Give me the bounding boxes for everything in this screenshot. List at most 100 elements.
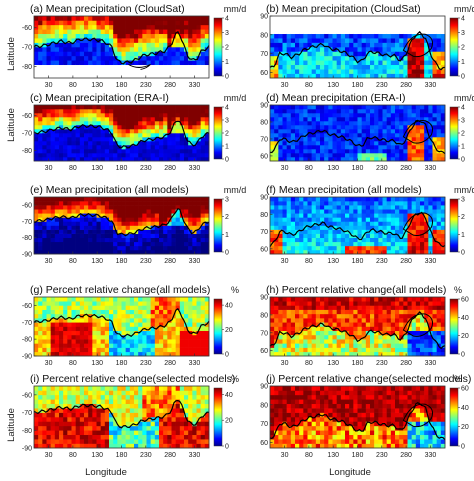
x-tick-label: 180 <box>116 165 128 172</box>
y-tick-label: -80 <box>22 148 32 155</box>
x-tick-label: 130 <box>327 165 339 172</box>
y-tick-label: 60 <box>260 348 268 355</box>
panel-title: (g) Percent relative change(all models) <box>30 284 210 296</box>
colorbar-tick-label: 1 <box>225 144 229 151</box>
panel: (a) Mean precipitation (CloudSat)30 80 130… <box>22 3 246 89</box>
y-tick-label: -60 <box>22 303 32 310</box>
x-tick-label: 130 <box>327 258 339 265</box>
colorbar-tick-label: 1 <box>225 59 229 66</box>
y-tick-label: 70 <box>260 229 268 236</box>
colorbar-tick-label: 2 <box>461 131 465 138</box>
x-tick-label: 330 <box>425 258 437 265</box>
colorbar <box>213 198 223 253</box>
colorbar-tick-label: 0 <box>461 352 465 359</box>
colorbar-tick-label: 2 <box>461 45 465 52</box>
x-tick-label: 180 <box>352 82 364 89</box>
panel: (j) Percent relative change(selected mod… <box>260 373 471 459</box>
colorbar-tick-label: 0 <box>461 74 465 81</box>
colorbar-unit: % <box>231 285 239 295</box>
x-tick-label: 330 <box>189 82 201 89</box>
x-tick-label: 130 <box>327 82 339 89</box>
colorbar-tick-label: 0 <box>461 157 465 164</box>
panel: (h) Percent relative change(all models) 3… <box>260 284 469 367</box>
heatmap-cells <box>34 197 210 255</box>
colorbar <box>213 17 223 77</box>
panel-title: (i) Percent relative change(selected mod… <box>30 373 235 385</box>
heatmap-cells <box>270 197 446 255</box>
x-tick-label: 30 <box>281 452 289 459</box>
x-tick-label: 30 <box>45 82 53 89</box>
panel: (f) Mean precipitation (all models)30 80 1… <box>260 184 474 265</box>
y-tick-label: 80 <box>260 212 268 219</box>
x-tick-label: 230 <box>376 165 388 172</box>
colorbar-tick-label: 0 <box>225 157 229 164</box>
colorbar-tick-label: 4 <box>225 16 229 23</box>
x-tick-label: 230 <box>376 82 388 89</box>
colorbar-tick-label: 0 <box>225 74 229 81</box>
y-axis-label: Latitude <box>6 37 17 71</box>
coastline <box>33 207 210 237</box>
x-tick-label: 230 <box>376 360 388 367</box>
x-tick-label: 330 <box>189 452 201 459</box>
y-tick-label: 90 <box>260 295 268 302</box>
coastline <box>33 30 210 65</box>
colorbar-tick-label: 2 <box>225 131 229 138</box>
colorbar-tick-label: 20 <box>461 333 469 340</box>
x-tick-label: 180 <box>116 452 128 459</box>
x-tick-label: 130 <box>91 452 103 459</box>
x-tick-label: 30 <box>281 165 289 172</box>
colorbar-tick-label: 40 <box>461 405 469 412</box>
y-tick-label: -70 <box>22 219 32 226</box>
x-tick-label: 230 <box>376 452 388 459</box>
heatmap-cells <box>34 105 210 162</box>
colorbar-tick-label: 40 <box>461 315 469 322</box>
colorbar-tick-label: 1 <box>461 144 465 151</box>
colorbar-unit: mm/d <box>454 185 474 195</box>
x-tick-label: 280 <box>400 165 412 172</box>
y-tick-label: -60 <box>22 203 32 210</box>
x-axis-label: Longitude <box>85 467 127 478</box>
y-tick-label: 60 <box>260 153 268 160</box>
heatmap-cells <box>34 386 210 449</box>
x-tick-label: 230 <box>140 452 152 459</box>
x-tick-label: 280 <box>400 360 412 367</box>
x-tick-label: 330 <box>425 82 437 89</box>
heatmap-cells <box>270 16 446 79</box>
panel-title: (a) Mean precipitation (CloudSat) <box>30 3 185 15</box>
x-tick-label: 80 <box>305 360 313 367</box>
y-tick-label: 60 <box>260 440 268 447</box>
x-tick-label: 230 <box>140 360 152 367</box>
x-tick-label: 180 <box>352 360 364 367</box>
colorbar-tick-label: 60 <box>461 297 469 304</box>
y-tick-label: -80 <box>22 235 32 242</box>
x-tick-label: 80 <box>305 82 313 89</box>
x-tick-label: 330 <box>425 360 437 367</box>
coastline <box>269 211 446 248</box>
x-tick-label: 280 <box>164 360 176 367</box>
x-tick-label: 330 <box>425 452 437 459</box>
colorbar-tick-label: 0 <box>225 444 229 451</box>
coastline <box>269 401 446 441</box>
y-tick-label: 80 <box>260 312 268 319</box>
coastline <box>33 399 210 429</box>
x-tick-label: 180 <box>352 452 364 459</box>
colorbar-tick-label: 3 <box>461 118 465 125</box>
panel: (e) Mean precipitation (all models)30 80 1… <box>22 184 246 265</box>
colorbar-unit: mm/d <box>224 93 247 103</box>
colorbar <box>449 387 459 447</box>
panel-title: (h) Percent relative change(all models) <box>266 284 446 296</box>
colorbar-unit: mm/d <box>454 4 474 14</box>
colorbar <box>213 106 223 160</box>
y-tick-label: -90 <box>22 252 32 259</box>
y-tick-label: 60 <box>260 70 268 77</box>
x-tick-label: 330 <box>425 165 437 172</box>
x-tick-label: 280 <box>164 165 176 172</box>
y-tick-label: 90 <box>260 195 268 202</box>
coastline <box>269 311 446 350</box>
colorbar-tick-label: 2 <box>225 214 229 221</box>
x-tick-label: 80 <box>69 360 77 367</box>
x-tick-label: 130 <box>91 82 103 89</box>
x-tick-label: 130 <box>91 258 103 265</box>
colorbar-unit: % <box>231 374 239 384</box>
